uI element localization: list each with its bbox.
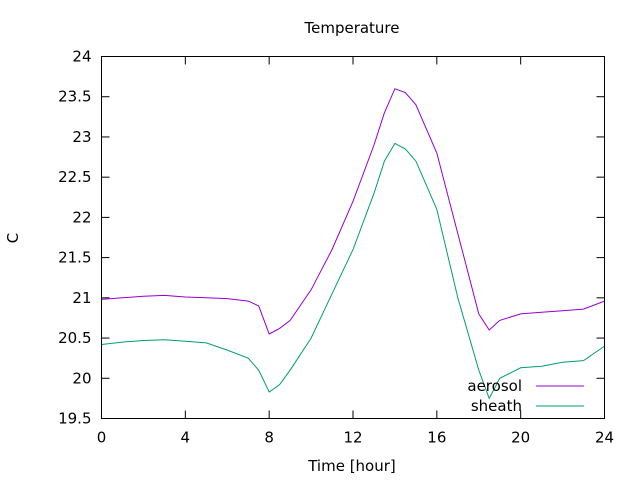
x-axis-label: Time [hour] bbox=[307, 457, 396, 475]
series-line-sheath bbox=[101, 142, 605, 400]
series-lines bbox=[101, 88, 605, 400]
plot-frame bbox=[101, 56, 605, 419]
x-axis-ticks: 0 4 8 12 16 20 24 bbox=[97, 56, 614, 447]
y-tick-label: 22.5 bbox=[58, 168, 91, 186]
y-tick-label: 20.5 bbox=[58, 329, 91, 347]
x-tick-label: 0 bbox=[97, 429, 107, 447]
x-tick-label: 24 bbox=[595, 429, 614, 447]
x-tick-label: 16 bbox=[427, 429, 446, 447]
x-tick-label: 8 bbox=[264, 429, 274, 447]
x-tick-label: 12 bbox=[343, 429, 362, 447]
y-tick-label: 23.5 bbox=[58, 88, 91, 106]
x-tick-label: 20 bbox=[511, 429, 530, 447]
legend-label-aerosol: aerosol bbox=[467, 377, 522, 395]
series-line-aerosol bbox=[101, 88, 605, 335]
y-axis-label: C bbox=[4, 233, 22, 243]
y-tick-label: 20 bbox=[72, 369, 91, 387]
chart-title: Temperature bbox=[303, 19, 399, 37]
y-tick-label: 19.5 bbox=[58, 410, 91, 428]
legend-label-sheath: sheath bbox=[471, 397, 522, 415]
x-tick-label: 4 bbox=[181, 429, 191, 447]
y-tick-label: 22 bbox=[72, 208, 91, 226]
legend: aerosol sheath bbox=[467, 377, 584, 415]
y-tick-label: 24 bbox=[72, 48, 91, 66]
y-tick-label: 21.5 bbox=[58, 249, 91, 267]
y-tick-label: 23 bbox=[72, 128, 91, 146]
y-tick-label: 21 bbox=[72, 289, 91, 307]
y-axis-ticks: 19.5 20 20.5 21 21.5 22 22.5 23 23.5 24 bbox=[58, 48, 605, 428]
